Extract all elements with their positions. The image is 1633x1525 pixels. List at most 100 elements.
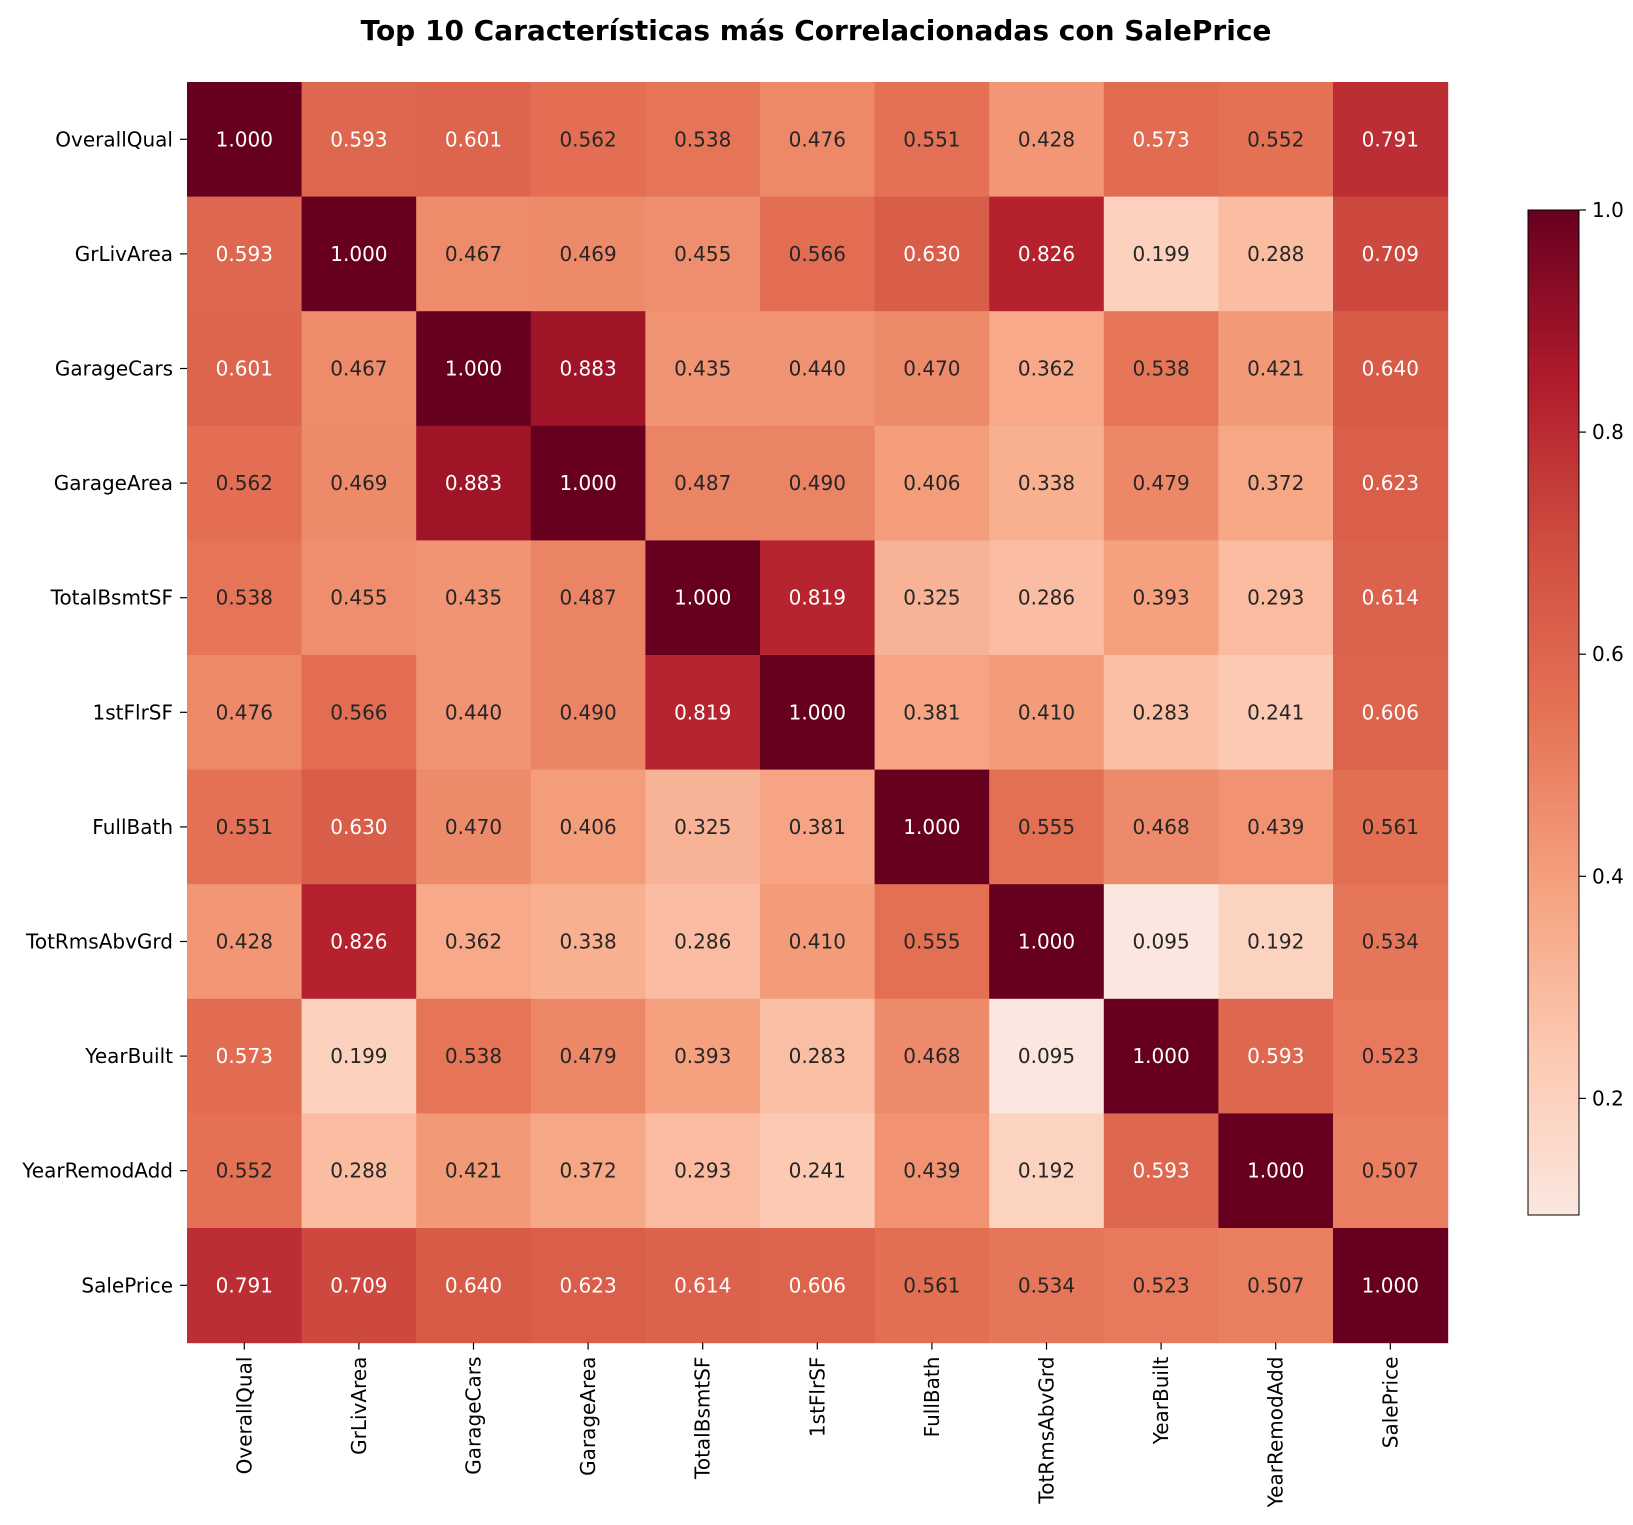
y-tick-label: OverallQual: [55, 127, 173, 151]
x-tick-label: 1stFlrSF: [805, 1357, 829, 1437]
heatmap-cell: [760, 1228, 876, 1344]
heatmap-cell: [530, 540, 646, 656]
heatmap-cell: [187, 884, 303, 1000]
y-tick-label: GarageCars: [55, 357, 173, 381]
heatmap-cell: [1218, 1113, 1334, 1229]
cell-value-label: 0.593: [1247, 1044, 1304, 1068]
cell-value-label: 0.455: [330, 586, 387, 610]
heatmap-cell: [416, 82, 532, 198]
cell-value-label: 0.614: [1362, 586, 1419, 610]
cell-value-label: 0.467: [445, 242, 502, 266]
cell-value-label: 0.555: [1018, 815, 1075, 839]
cell-value-label: 0.538: [1132, 357, 1189, 381]
heatmap-cell: [989, 1228, 1105, 1344]
heatmap-cell: [760, 196, 876, 312]
heatmap-cell: [874, 769, 990, 885]
x-tick-label: GarageCars: [462, 1357, 486, 1475]
heatmap-cell: [530, 655, 646, 771]
heatmap-cell: [416, 311, 532, 427]
cell-value-label: 0.435: [445, 586, 502, 610]
cell-value-label: 0.241: [1247, 700, 1304, 724]
heatmap-cell: [530, 998, 646, 1114]
heatmap-cell: [645, 655, 761, 771]
heatmap-cell: [416, 769, 532, 885]
cell-value-label: 0.393: [1132, 586, 1189, 610]
heatmap-cell: [416, 884, 532, 1000]
cell-value-label: 0.439: [1247, 815, 1304, 839]
cell-value-label: 0.606: [789, 1273, 846, 1297]
heatmap-cell: [645, 998, 761, 1114]
cell-value-label: 0.601: [216, 357, 273, 381]
cell-value-label: 0.561: [1362, 815, 1419, 839]
cell-value-label: 0.534: [1362, 930, 1419, 954]
heatmap-cell: [760, 425, 876, 541]
heatmap-cell: [760, 655, 876, 771]
cell-value-label: 0.288: [330, 1159, 387, 1183]
x-tick-label: SalePrice: [1378, 1357, 1402, 1449]
heatmap-cell: [187, 998, 303, 1114]
y-tick-label: TotRmsAbvGrd: [25, 930, 173, 954]
cell-value-label: 0.325: [674, 815, 731, 839]
heatmap-cell: [645, 1228, 761, 1344]
cell-value-label: 0.606: [1362, 700, 1419, 724]
heatmap-cell: [1218, 425, 1334, 541]
cell-value-label: 0.455: [674, 242, 731, 266]
heatmap-cell: [301, 884, 417, 1000]
cell-value-label: 0.468: [1132, 815, 1189, 839]
cell-value-label: 0.410: [789, 930, 846, 954]
heatmap-cell: [301, 425, 417, 541]
cell-value-label: 0.381: [903, 700, 960, 724]
heatmap-cell: [760, 884, 876, 1000]
heatmap-cell: [301, 998, 417, 1114]
cell-value-label: 0.421: [1247, 357, 1304, 381]
cell-value-label: 0.709: [330, 1273, 387, 1297]
cell-value-label: 0.338: [1018, 471, 1075, 495]
heatmap-cell: [874, 311, 990, 427]
x-tick-label: TotRmsAbvGrd: [1035, 1357, 1059, 1505]
cell-value-label: 0.467: [330, 357, 387, 381]
x-tick-label: TotalBsmtSF: [691, 1357, 715, 1480]
cell-value-label: 0.709: [1362, 242, 1419, 266]
heatmap-cell: [1103, 769, 1219, 885]
cell-value-label: 0.601: [445, 127, 502, 151]
cell-value-label: 0.372: [1247, 471, 1304, 495]
heatmap-cell: [301, 769, 417, 885]
colorbar-tick-label: 0.2: [1592, 1086, 1624, 1110]
heatmap-cell: [1103, 655, 1219, 771]
y-tick-label: GrLivArea: [75, 242, 173, 266]
cell-value-label: 0.469: [559, 242, 616, 266]
y-tick-label: YearRemodAdd: [21, 1159, 173, 1183]
heatmap-cell: [301, 82, 417, 198]
cell-value-label: 0.538: [216, 586, 273, 610]
heatmap-cell: [187, 1228, 303, 1344]
heatmap-cell: [530, 1228, 646, 1344]
heatmap-cell: [874, 655, 990, 771]
heatmap-cell: [1333, 1228, 1449, 1344]
heatmap-cell: [301, 311, 417, 427]
heatmap-cell: [1103, 1113, 1219, 1229]
cell-value-label: 0.192: [1247, 930, 1304, 954]
cell-value-label: 0.428: [216, 930, 273, 954]
cell-value-label: 0.819: [674, 700, 731, 724]
y-tick-label: SalePrice: [81, 1273, 173, 1297]
cell-value-label: 0.192: [1018, 1159, 1075, 1183]
heatmap-cell: [416, 425, 532, 541]
cell-value-label: 0.381: [789, 815, 846, 839]
cell-value-label: 0.826: [330, 930, 387, 954]
heatmap-cell: [416, 998, 532, 1114]
heatmap-cell: [416, 196, 532, 312]
cell-value-label: 1.000: [674, 586, 731, 610]
heatmap-cell: [645, 540, 761, 656]
cell-value-label: 0.470: [445, 815, 502, 839]
cell-value-label: 0.883: [445, 471, 502, 495]
cell-value-label: 0.562: [216, 471, 273, 495]
heatmap-cell: [1218, 655, 1334, 771]
cell-value-label: 0.468: [903, 1044, 960, 1068]
cell-value-label: 0.623: [559, 1273, 616, 1297]
heatmap-cell: [874, 1113, 990, 1229]
cell-value-label: 0.507: [1247, 1273, 1304, 1297]
heatmap-cell: [530, 196, 646, 312]
heatmap-cell: [989, 311, 1105, 427]
heatmap-cell: [301, 655, 417, 771]
heatmap-cell: [989, 1113, 1105, 1229]
